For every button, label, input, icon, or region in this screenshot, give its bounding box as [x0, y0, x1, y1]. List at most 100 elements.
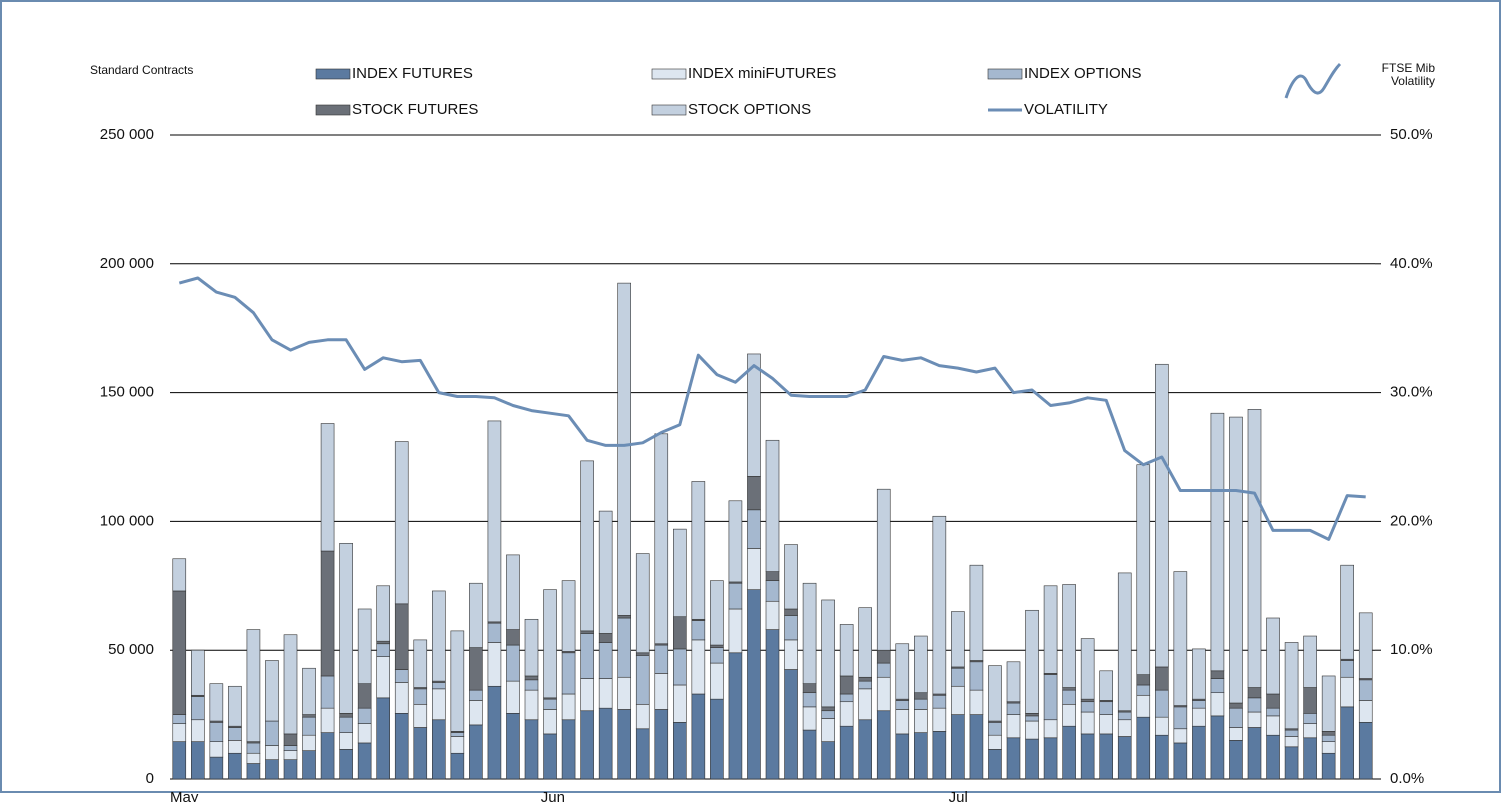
- bar-segment: [283, 750, 298, 760]
- bar-segment: [469, 700, 483, 726]
- bar-segment: [1321, 752, 1336, 780]
- bar-segment: [710, 662, 724, 700]
- bar-segment: [1117, 711, 1132, 721]
- bar-segment: [1266, 715, 1280, 736]
- bar-segment: [988, 734, 1002, 750]
- bar-segment: [932, 707, 947, 732]
- bar-segment: [1192, 700, 1206, 709]
- bar-segment: [283, 745, 298, 751]
- bar-segment: [914, 692, 928, 700]
- bar-segment: [1358, 679, 1373, 701]
- bar-segment: [172, 741, 187, 780]
- bar-segment: [1340, 564, 1354, 660]
- bar-segment: [1229, 707, 1243, 728]
- y2-tick-label: 40.0%: [1390, 255, 1433, 272]
- bar-segment: [1210, 715, 1225, 780]
- bar-segment: [283, 759, 298, 780]
- bar-segment: [1099, 714, 1113, 735]
- bar-segment: [469, 689, 483, 701]
- legend-swatch: [315, 104, 351, 116]
- legend-swatch: [987, 68, 1023, 80]
- bar-segment: [506, 713, 520, 780]
- legend-label: STOCK FUTURES: [352, 101, 478, 118]
- bar-segment: [394, 669, 409, 683]
- bar-segment: [1099, 733, 1113, 780]
- bar-segment: [876, 676, 891, 712]
- bar-segment: [839, 701, 854, 727]
- bar-segment: [1025, 609, 1039, 714]
- bar-segment: [654, 673, 669, 710]
- bar-segment: [1080, 701, 1095, 713]
- bar-segment: [1136, 716, 1151, 780]
- bar-segment: [172, 723, 187, 742]
- bar-segment: [784, 615, 798, 641]
- bar-segment: [487, 420, 502, 623]
- bar-segment: [580, 633, 594, 679]
- bar-segment: [246, 629, 261, 742]
- bar-segment: [1080, 733, 1095, 780]
- legend-label: INDEX miniFUTURES: [688, 65, 836, 82]
- bar-segment: [172, 590, 187, 715]
- bar-segment: [561, 719, 576, 780]
- bar-segment: [376, 656, 390, 699]
- bar-segment: [469, 647, 483, 691]
- bar-segment: [858, 719, 872, 780]
- bar-segment: [876, 710, 891, 780]
- bar-segment: [1117, 736, 1132, 780]
- bar-segment: [1358, 722, 1373, 780]
- bar-segment: [339, 713, 353, 718]
- bar-segment: [1006, 661, 1021, 703]
- bar-segment: [765, 439, 780, 572]
- bar-segment: [876, 649, 891, 664]
- bar-segment: [394, 603, 409, 670]
- bar-segment: [1062, 703, 1076, 727]
- bar-segment: [1043, 719, 1058, 739]
- bar-segment: [191, 649, 205, 696]
- bar-segment: [320, 550, 335, 677]
- bar-segment: [191, 719, 205, 742]
- bar-segment: [988, 722, 1002, 736]
- bar-segment: [320, 423, 335, 552]
- bar-segment: [1210, 678, 1225, 694]
- bar-segment: [1210, 412, 1225, 672]
- bar-segment: [1229, 727, 1243, 741]
- bar-segment: [506, 680, 520, 714]
- bar-segment: [765, 571, 780, 581]
- bar-segment: [839, 725, 854, 780]
- x-tick-label: Jul: [949, 789, 968, 802]
- bar-segment: [654, 433, 669, 645]
- bar-segment: [1303, 687, 1317, 714]
- bar-segment: [172, 714, 187, 724]
- bar-segment: [1192, 648, 1206, 700]
- bar-segment: [1247, 697, 1262, 713]
- x-tick-label: Jun: [541, 789, 565, 802]
- bar-segment: [1284, 736, 1299, 748]
- y-tick-label: 250 000: [100, 126, 154, 143]
- bar-segment: [1303, 723, 1317, 739]
- legend-label: INDEX FUTURES: [352, 65, 473, 82]
- y2-tick-label: 20.0%: [1390, 512, 1433, 529]
- bar-segment: [1006, 702, 1021, 715]
- bar-segment: [802, 582, 817, 684]
- bar-segment: [765, 629, 780, 780]
- bar-segment: [765, 580, 780, 602]
- bar-segment: [728, 582, 743, 610]
- bar-segment: [951, 685, 965, 715]
- bar-segment: [1155, 666, 1169, 691]
- bar-segment: [914, 709, 928, 733]
- bar-segment: [283, 733, 298, 746]
- bar-segment: [1229, 702, 1243, 709]
- bar-segment: [1043, 674, 1058, 721]
- bar-segment: [839, 675, 854, 695]
- bar-segment: [487, 685, 502, 780]
- bar-segment: [469, 724, 483, 780]
- bar-segment: [506, 554, 520, 630]
- bar-segment: [1229, 740, 1243, 780]
- bar-segment: [1321, 734, 1336, 742]
- bar-segment: [265, 745, 279, 760]
- bar-segment: [339, 749, 353, 780]
- bar-segment: [969, 661, 984, 691]
- bar-segment: [1043, 737, 1058, 780]
- bar-segment: [394, 713, 409, 780]
- bar-segment: [1025, 738, 1039, 780]
